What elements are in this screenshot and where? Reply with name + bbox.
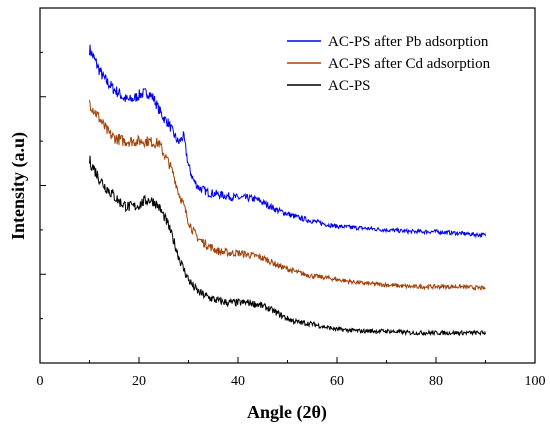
x-tick-label: 100 — [525, 374, 546, 389]
axes: 0 20 40 60 80 100 — [37, 7, 546, 389]
legend: AC-PS after Pb adsorption AC-PS after Cd … — [287, 34, 491, 94]
x-tick-label: 0 — [37, 374, 44, 389]
x-axis-title: Angle (2θ) — [247, 402, 327, 423]
plot-area — [89, 44, 486, 337]
y-axis-title: Intensity (a.u) — [8, 132, 29, 240]
series-line-2 — [89, 99, 486, 291]
legend-label-2: AC-PS after Cd adsorption — [328, 56, 491, 72]
x-tick-label: 20 — [132, 374, 146, 389]
x-tick-label: 60 — [330, 374, 344, 389]
x-tick-label: 80 — [429, 374, 443, 389]
x-tick-label: 40 — [231, 374, 245, 389]
series-line-1 — [89, 44, 486, 239]
legend-label-1: AC-PS after Pb adsorption — [328, 34, 489, 50]
series-line-3 — [89, 155, 486, 337]
legend-label-3: AC-PS — [328, 78, 371, 94]
